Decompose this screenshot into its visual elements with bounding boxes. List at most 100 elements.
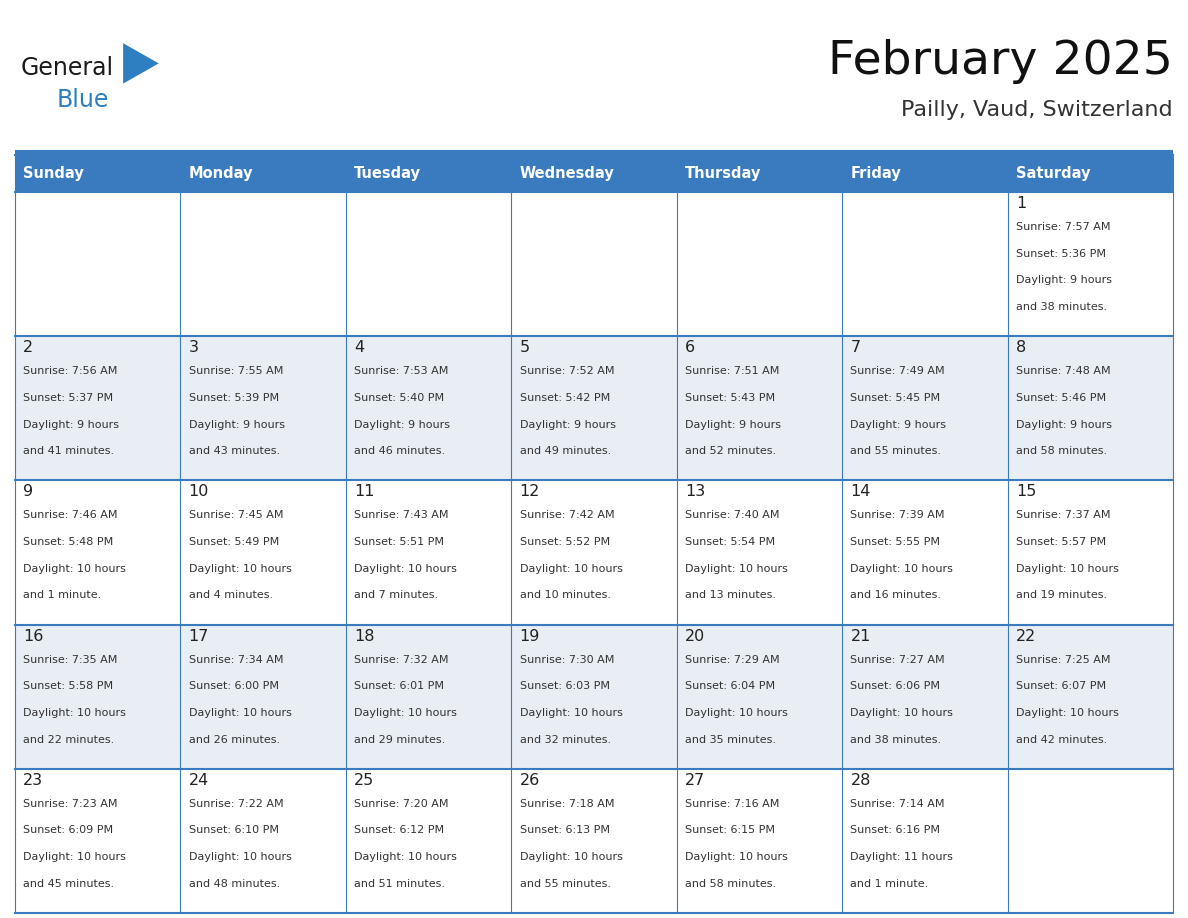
Text: Sunrise: 7:46 AM: Sunrise: 7:46 AM (24, 510, 118, 521)
Text: Thursday: Thursday (685, 166, 762, 181)
Text: 28: 28 (851, 773, 871, 788)
Text: Daylight: 10 hours: Daylight: 10 hours (851, 708, 953, 718)
Text: 12: 12 (519, 485, 539, 499)
Text: Daylight: 10 hours: Daylight: 10 hours (519, 852, 623, 862)
Text: Pailly, Vaud, Switzerland: Pailly, Vaud, Switzerland (902, 100, 1173, 120)
Text: Sunset: 5:43 PM: Sunset: 5:43 PM (685, 393, 775, 403)
Bar (677, 768, 842, 913)
Text: Daylight: 9 hours: Daylight: 9 hours (851, 420, 947, 430)
Text: Sunset: 5:40 PM: Sunset: 5:40 PM (354, 393, 444, 403)
Text: Sunrise: 7:40 AM: Sunrise: 7:40 AM (685, 510, 779, 521)
Text: Daylight: 9 hours: Daylight: 9 hours (24, 420, 119, 430)
Bar (346, 155, 511, 192)
Text: Daylight: 10 hours: Daylight: 10 hours (1016, 564, 1119, 574)
Text: 18: 18 (354, 629, 374, 644)
Text: Daylight: 9 hours: Daylight: 9 hours (519, 420, 615, 430)
Text: Sunrise: 7:57 AM: Sunrise: 7:57 AM (1016, 222, 1111, 232)
Text: 8: 8 (1016, 341, 1026, 355)
Bar (15, 192, 181, 336)
Text: Monday: Monday (189, 166, 253, 181)
Text: and 32 minutes.: and 32 minutes. (519, 734, 611, 744)
Text: 7: 7 (851, 341, 860, 355)
Text: Sunrise: 7:55 AM: Sunrise: 7:55 AM (189, 366, 283, 376)
Text: 26: 26 (519, 773, 539, 788)
Text: February 2025: February 2025 (828, 39, 1173, 84)
Text: Sunrise: 7:43 AM: Sunrise: 7:43 AM (354, 510, 449, 521)
Text: Sunrise: 7:42 AM: Sunrise: 7:42 AM (519, 510, 614, 521)
Text: Sunrise: 7:29 AM: Sunrise: 7:29 AM (685, 655, 779, 665)
Bar (181, 480, 346, 624)
Text: and 45 minutes.: and 45 minutes. (24, 879, 114, 889)
Text: 22: 22 (1016, 629, 1036, 644)
Text: Sunrise: 7:23 AM: Sunrise: 7:23 AM (24, 799, 118, 809)
Text: Sunset: 5:49 PM: Sunset: 5:49 PM (189, 537, 279, 547)
Text: Sunset: 5:39 PM: Sunset: 5:39 PM (189, 393, 279, 403)
Bar (842, 480, 1007, 624)
Text: and 55 minutes.: and 55 minutes. (519, 879, 611, 889)
Bar (677, 192, 842, 336)
Text: Daylight: 10 hours: Daylight: 10 hours (354, 564, 457, 574)
Text: Daylight: 10 hours: Daylight: 10 hours (189, 852, 291, 862)
Text: and 22 minutes.: and 22 minutes. (24, 734, 114, 744)
Text: 10: 10 (189, 485, 209, 499)
Text: 21: 21 (851, 629, 871, 644)
Text: Daylight: 10 hours: Daylight: 10 hours (189, 708, 291, 718)
Text: 27: 27 (685, 773, 706, 788)
Text: Sunrise: 7:18 AM: Sunrise: 7:18 AM (519, 799, 614, 809)
Text: Daylight: 11 hours: Daylight: 11 hours (851, 852, 953, 862)
Bar (181, 336, 346, 480)
Text: and 38 minutes.: and 38 minutes. (851, 734, 942, 744)
Text: and 19 minutes.: and 19 minutes. (1016, 590, 1107, 600)
Text: 16: 16 (24, 629, 44, 644)
Text: and 55 minutes.: and 55 minutes. (851, 446, 941, 456)
Bar (511, 192, 677, 336)
Bar (346, 336, 511, 480)
Bar (842, 624, 1007, 768)
Text: Daylight: 10 hours: Daylight: 10 hours (685, 564, 788, 574)
Text: Sunrise: 7:30 AM: Sunrise: 7:30 AM (519, 655, 614, 665)
Text: Sunset: 5:51 PM: Sunset: 5:51 PM (354, 537, 444, 547)
Text: and 58 minutes.: and 58 minutes. (685, 879, 776, 889)
Polygon shape (124, 43, 159, 84)
Bar (1007, 192, 1173, 336)
Text: Sunrise: 7:32 AM: Sunrise: 7:32 AM (354, 655, 449, 665)
Text: 15: 15 (1016, 485, 1036, 499)
Text: Sunset: 5:54 PM: Sunset: 5:54 PM (685, 537, 775, 547)
Bar (677, 480, 842, 624)
Text: Sunset: 5:42 PM: Sunset: 5:42 PM (519, 393, 609, 403)
Text: 24: 24 (189, 773, 209, 788)
Bar (842, 192, 1007, 336)
Bar (15, 336, 181, 480)
Text: Daylight: 10 hours: Daylight: 10 hours (685, 852, 788, 862)
Bar (346, 768, 511, 913)
Text: Sunset: 6:16 PM: Sunset: 6:16 PM (851, 825, 941, 835)
Text: Daylight: 9 hours: Daylight: 9 hours (1016, 275, 1112, 285)
Text: 2: 2 (24, 341, 33, 355)
Bar (677, 336, 842, 480)
Text: Daylight: 9 hours: Daylight: 9 hours (189, 420, 285, 430)
Text: General: General (21, 56, 114, 80)
Text: Sunset: 5:55 PM: Sunset: 5:55 PM (851, 537, 941, 547)
Text: and 26 minutes.: and 26 minutes. (189, 734, 280, 744)
Text: 1: 1 (1016, 196, 1026, 211)
Text: Sunrise: 7:16 AM: Sunrise: 7:16 AM (685, 799, 779, 809)
Text: Daylight: 10 hours: Daylight: 10 hours (354, 708, 457, 718)
Text: 25: 25 (354, 773, 374, 788)
Text: Sunset: 6:09 PM: Sunset: 6:09 PM (24, 825, 113, 835)
Text: Sunday: Sunday (24, 166, 84, 181)
Text: Wednesday: Wednesday (519, 166, 614, 181)
Text: Sunrise: 7:49 AM: Sunrise: 7:49 AM (851, 366, 944, 376)
Text: Sunrise: 7:34 AM: Sunrise: 7:34 AM (189, 655, 283, 665)
Bar (677, 624, 842, 768)
Text: Sunset: 6:12 PM: Sunset: 6:12 PM (354, 825, 444, 835)
Text: 9: 9 (24, 485, 33, 499)
Bar (511, 768, 677, 913)
Text: Sunset: 5:46 PM: Sunset: 5:46 PM (1016, 393, 1106, 403)
Text: Daylight: 10 hours: Daylight: 10 hours (685, 708, 788, 718)
Bar (511, 155, 677, 192)
Text: Sunrise: 7:14 AM: Sunrise: 7:14 AM (851, 799, 944, 809)
Text: Daylight: 9 hours: Daylight: 9 hours (685, 420, 781, 430)
Text: Sunset: 6:06 PM: Sunset: 6:06 PM (851, 681, 941, 691)
Text: Sunset: 5:37 PM: Sunset: 5:37 PM (24, 393, 113, 403)
Text: and 35 minutes.: and 35 minutes. (685, 734, 776, 744)
